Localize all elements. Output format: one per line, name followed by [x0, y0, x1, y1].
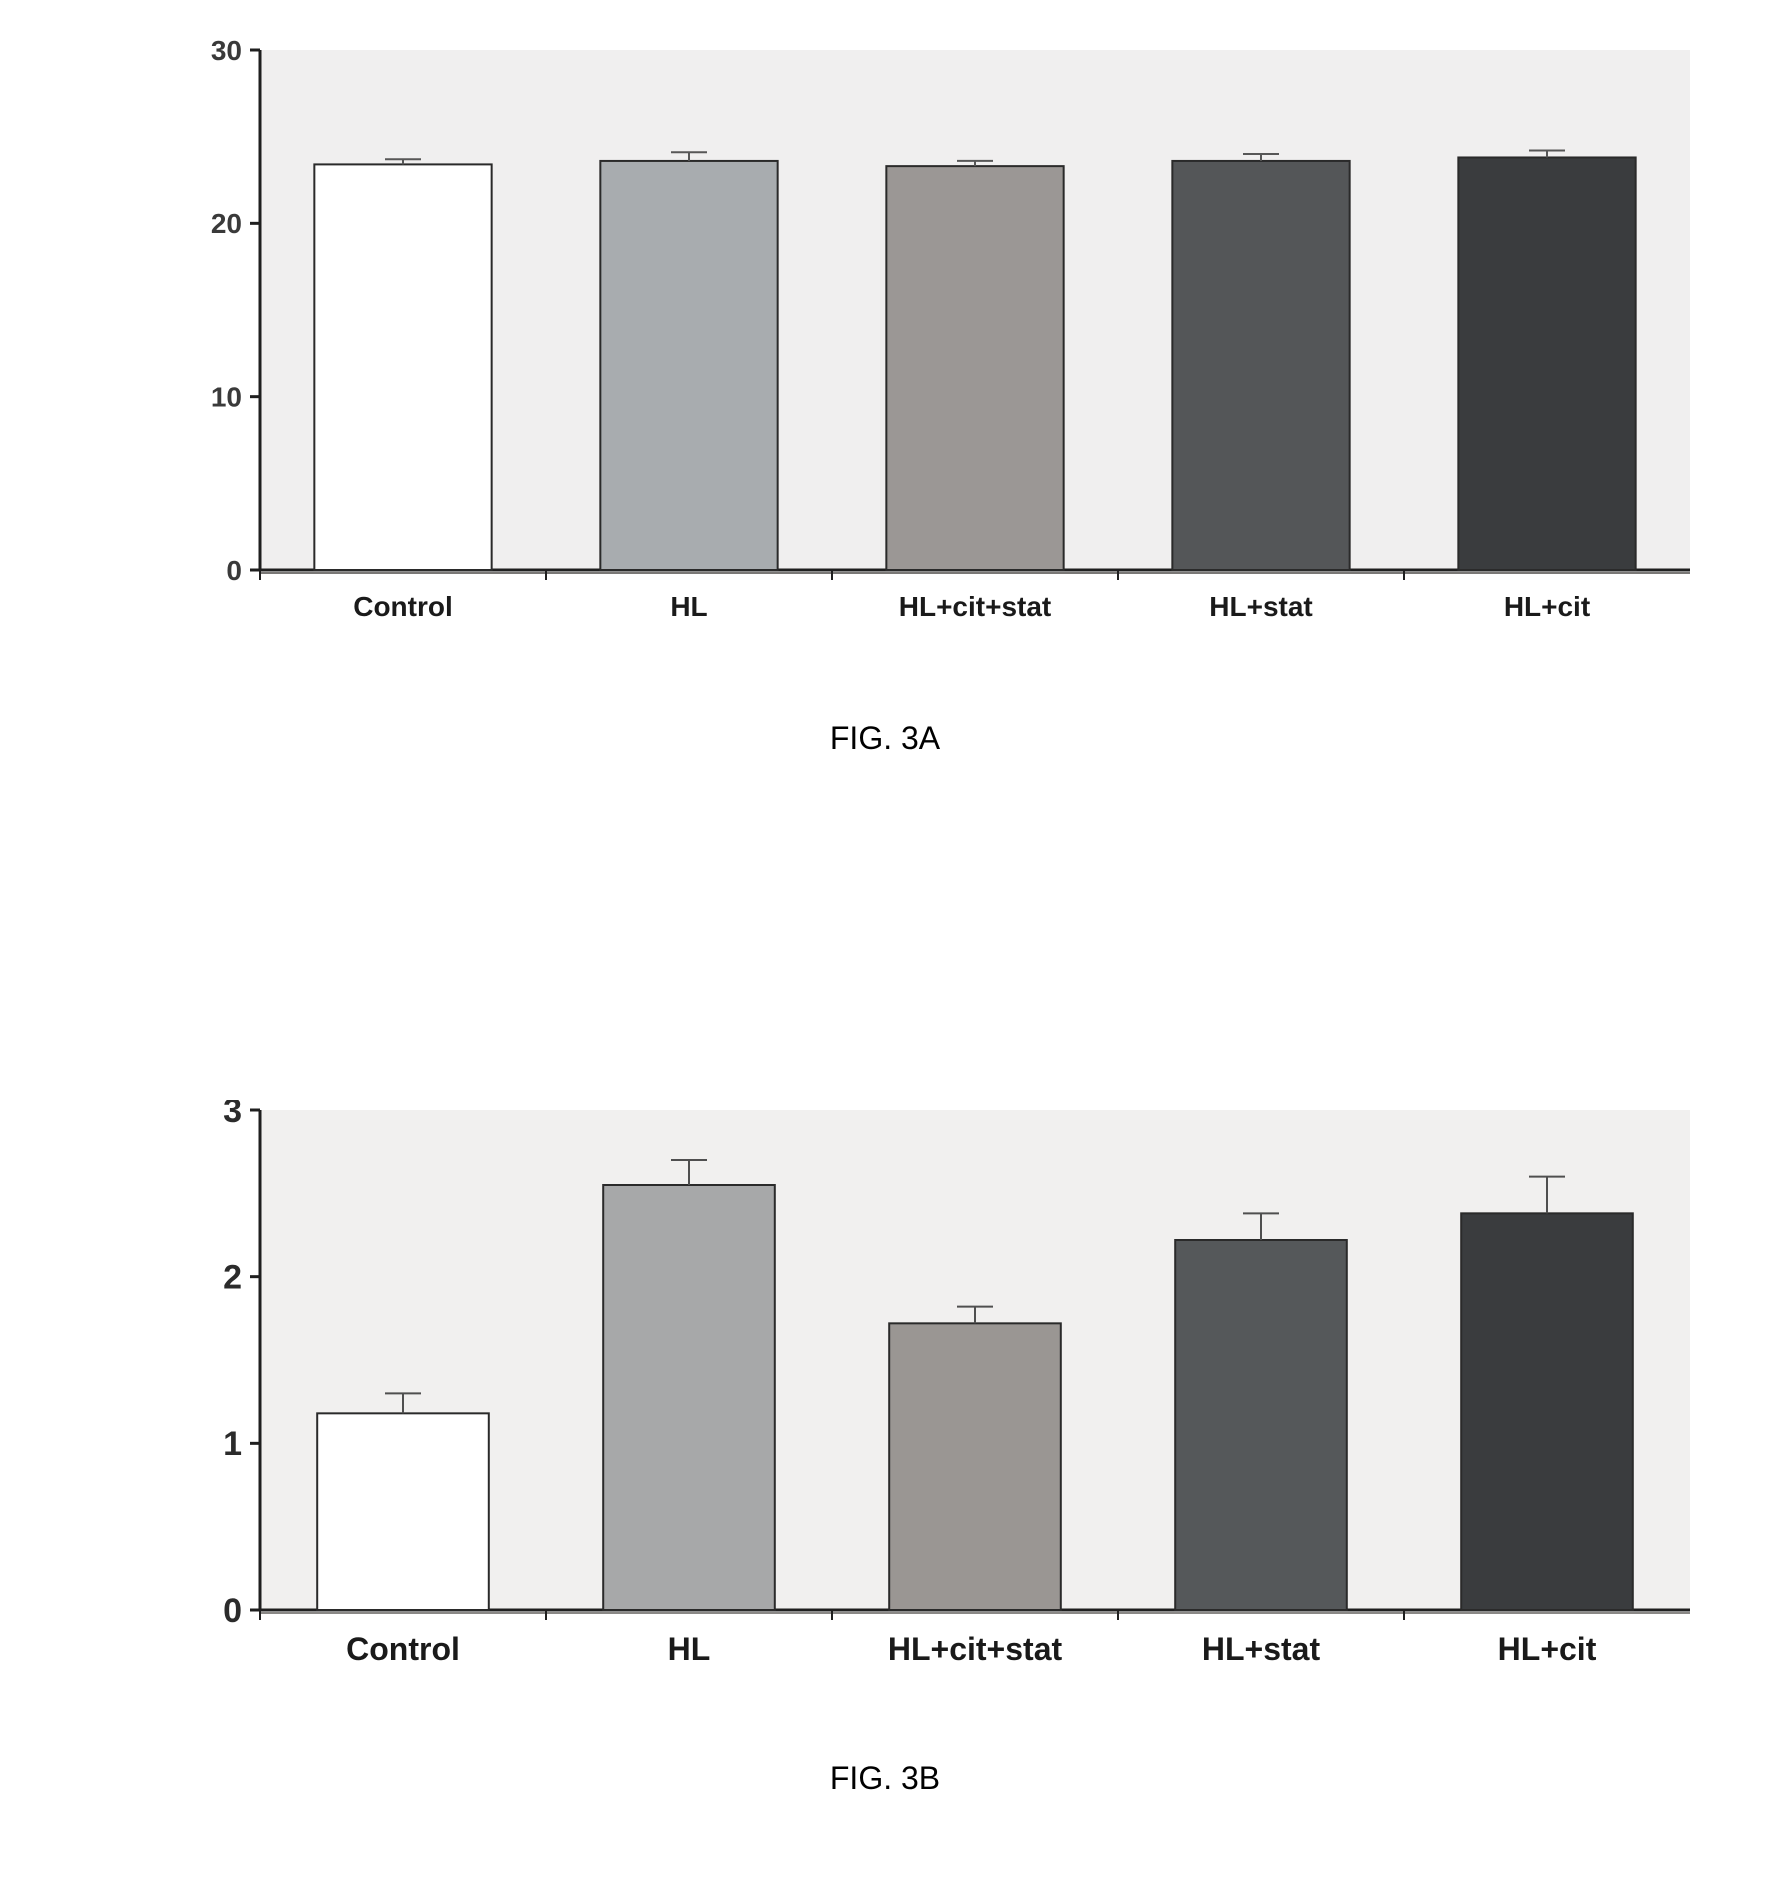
- x-tick-label: HL+cit+stat: [899, 591, 1052, 622]
- x-tick-label: HL: [670, 591, 707, 622]
- y-tick-label: 3: [223, 1100, 242, 1130]
- y-tick-label: 30: [211, 40, 242, 66]
- x-tick-label: HL+cit: [1498, 1631, 1597, 1667]
- chart-b-block: 0 1 2 3 Control HL HL+cit+stat HL+stat HL+cit: [170, 1100, 1700, 1690]
- bar: [1461, 1213, 1633, 1610]
- bar: [889, 1323, 1061, 1610]
- page: 0102030ControlHLHL+cit+statHL+statHL+cit…: [0, 0, 1770, 1898]
- x-tick-label: HL+cit: [1504, 591, 1590, 622]
- bar: [314, 164, 491, 570]
- bar: [1172, 161, 1349, 570]
- y-tick-label: 10: [211, 381, 242, 412]
- y-tick-label: 2: [223, 1259, 242, 1297]
- x-tick-label: Control: [353, 591, 453, 622]
- bar: [600, 161, 777, 570]
- bar: [886, 166, 1063, 570]
- y-tick-label: 20: [211, 208, 242, 239]
- bar: [1175, 1240, 1347, 1610]
- chart-b-svg: 0 1 2 3 Control HL HL+cit+stat HL+stat HL+cit: [170, 1100, 1700, 1690]
- chart-b-caption: FIG. 3B: [0, 1760, 1770, 1797]
- bar: [603, 1185, 775, 1610]
- bar: [317, 1413, 489, 1610]
- y-tick-label: 0: [226, 555, 242, 586]
- x-tick-label: HL+stat: [1202, 1631, 1321, 1667]
- y-tick-label: 1: [223, 1425, 242, 1463]
- x-tick-label: HL: [668, 1631, 711, 1667]
- x-tick-label: Control: [346, 1631, 460, 1667]
- y-tick-label: 0: [223, 1592, 242, 1630]
- chart-a-block: 0 10 20 30 Control HL HL+cit+stat HL+stat HL+cit: [170, 40, 1700, 650]
- chart-a-caption: FIG. 3A: [0, 720, 1770, 757]
- x-tick-label: HL+cit+stat: [888, 1631, 1063, 1667]
- chart-a-svg: 0 10 20 30 Control HL HL+cit+stat HL+stat HL+cit: [170, 40, 1700, 650]
- x-tick-label: HL+stat: [1209, 591, 1312, 622]
- bar: [1458, 157, 1635, 570]
